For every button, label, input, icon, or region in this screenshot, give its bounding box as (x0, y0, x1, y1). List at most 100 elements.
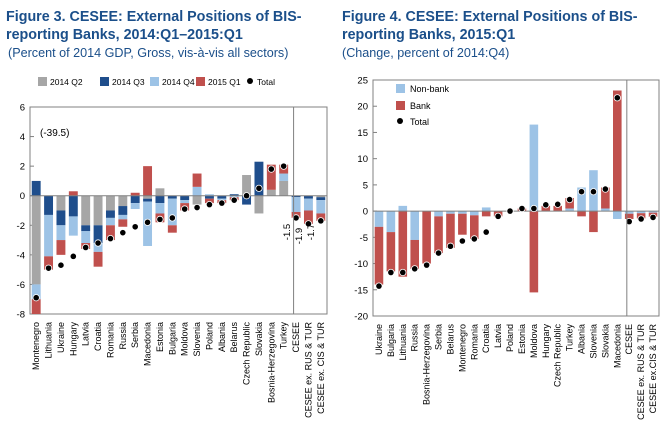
y-tick-label: -4 (17, 250, 25, 261)
y-tick-label: 2 (20, 162, 25, 173)
bar-bank-serbia (434, 216, 443, 254)
total-marker-ukraine (57, 261, 65, 269)
y-tick-label: -8 (17, 310, 25, 321)
category-label-moldova: Moldova (180, 322, 190, 356)
bar-bank-moldova (529, 211, 539, 293)
plot-frame (372, 79, 660, 317)
category-label-turkey: Turkey (565, 324, 575, 352)
total-marker-cesee-ex-cis-tur (317, 217, 325, 225)
total-marker-lithuania (399, 268, 407, 277)
total-marker-slovakia (601, 185, 609, 193)
bar-non-bank-lithuania (398, 205, 408, 212)
bar-2014-q4-slovenia (192, 186, 202, 196)
legend-label-2014-q2: 2014 Q2 (50, 77, 83, 87)
bar-2015-q1-cesee-ex-rus-tur (303, 210, 313, 224)
category-label-belarus: Belarus (229, 322, 239, 353)
bar-2014-q3-lithuania (44, 195, 54, 215)
figure-4-title: Figure 4. CESEE: External Positions of B… (342, 8, 666, 44)
bar-2014-q3-estonia (155, 195, 165, 204)
bar-bank-russia (410, 239, 419, 269)
bar-2015-q1-serbia (130, 192, 140, 196)
y-tick-label: 15 (357, 128, 368, 139)
bar-2014-q3-serbia (130, 195, 140, 204)
category-label-serbia: Serbia (130, 322, 140, 348)
total-marker-bulgaria (387, 268, 395, 277)
total-marker-montenegro (32, 294, 40, 302)
bar-bank-slovenia (589, 211, 598, 233)
bar-non-bank-moldova (529, 124, 539, 212)
bar-2014-q4-cesee (291, 197, 301, 212)
legend-label-2014-q4: 2014 Q4 (162, 77, 195, 87)
y-tick-label: -15 (354, 285, 368, 296)
total-marker-poland (506, 207, 514, 215)
bar-non-bank-romania (470, 211, 479, 216)
bar-2014-q2-macedonia (143, 195, 153, 199)
legend-swatch-2014-q3 (100, 77, 109, 86)
category-label-hungary: Hungary (541, 324, 551, 359)
bar-bank-montenegro (458, 213, 467, 235)
category-label-montenegro: Montenegro (457, 324, 467, 372)
bar-bank-macedonia (613, 90, 622, 212)
total-marker-hungary (69, 252, 77, 260)
aggregate-value-label-3: -1.7 (306, 224, 317, 240)
bar-non-bank-croatia (481, 207, 491, 212)
bar-non-bank-bulgaria (386, 211, 396, 233)
total-marker-estonia (156, 215, 164, 223)
bar-2014-q2-russia (118, 195, 128, 207)
bar-2014-q3-romania (105, 210, 115, 218)
figure-3-subtitle: (Percent of 2014 GDP, Gross, vis-à-vis a… (8, 46, 289, 60)
bar-2014-q2-ukraine (56, 195, 66, 211)
total-marker-cesee-ex-rus-tur (637, 215, 645, 223)
bar-2014-q4-montenegro (31, 284, 41, 300)
total-marker-latvia (82, 243, 90, 252)
category-label-cesee: CESEE (291, 322, 301, 353)
bar-2014-q2-czech-republic (242, 175, 252, 196)
legend-swatch-non-bank (396, 84, 405, 93)
total-marker-lithuania (44, 264, 53, 272)
bar-2014-q3-slovakia (254, 161, 264, 196)
y-tick-label: 0 (20, 191, 25, 202)
total-marker-serbia (434, 249, 443, 257)
category-label-bulgaria: Bulgaria (167, 322, 177, 355)
category-label-bosnia-herzegovina: Bosnia-Herzegovina (422, 324, 432, 405)
category-label-cesee-ex-rus-tur: CESEE ex. RUS & TUR (303, 322, 313, 418)
bar-2014-q3-poland (204, 195, 214, 199)
category-label-ukraine: Ukraine (374, 324, 384, 355)
aggregate-value-label-2: -1.9 (294, 228, 305, 244)
y-tick-label: 20 (357, 102, 368, 113)
category-label-cesee-ex-rus-tur: CESEE ex. RUS & TUR (636, 324, 646, 420)
category-label-poland: Poland (204, 322, 214, 350)
bar-2014-q4-estonia (155, 203, 165, 214)
figure-3-title-line-2: reporting Banks, 2014:Q1–2015:Q1 (6, 27, 243, 43)
figure-3-title: Figure 3. CESEE: External Positions of B… (6, 8, 331, 44)
bar-2014-q3-cesee (291, 195, 301, 198)
legend-label-bank: Bank (410, 101, 431, 111)
figure-4-panel: Figure 4. CESEE: External Positions of B… (338, 0, 666, 431)
bar-2014-q4-cesee-ex-cis-tur (316, 200, 326, 214)
category-label-montenegro: Montenegro (31, 322, 41, 370)
total-marker-hungary (542, 201, 550, 209)
bar-2014-q2-slovenia (192, 195, 202, 205)
figure-3-chart: -8 -6 -4 -2 0 2 4 6 Montenegro Lithuania Ukraine Hu… (17, 77, 328, 418)
category-label-russia: Russia (118, 322, 128, 350)
y-tick-label: 6 (20, 103, 25, 114)
y-tick-label: -20 (354, 312, 368, 323)
callout-montenegro: (-39.5) (40, 128, 69, 139)
bar-non-bank-albania (577, 187, 586, 212)
bar-non-bank-cesee (624, 211, 634, 214)
total-marker-cesee (292, 214, 300, 222)
category-label-croatia: Croatia (481, 324, 491, 353)
bar-2014-q3-bulgaria (167, 195, 177, 199)
y-tick-label: 5 (363, 180, 368, 191)
aggregate-value-label-1: -1.5 (282, 224, 293, 240)
y-tick-label: -5 (360, 233, 368, 244)
category-label-albania: Albania (577, 324, 587, 354)
total-marker-czech-republic (242, 192, 251, 200)
bar-2015-q1-croatia (93, 251, 103, 267)
bar-bank-turkey (565, 198, 574, 209)
bar-2014-q4-latvia (81, 231, 91, 244)
bar-2014-q4-hungary (68, 216, 78, 236)
legend-swatch-2014-q4 (150, 77, 159, 86)
total-marker-russia (119, 229, 127, 237)
category-label-slovakia: Slovakia (254, 322, 264, 356)
